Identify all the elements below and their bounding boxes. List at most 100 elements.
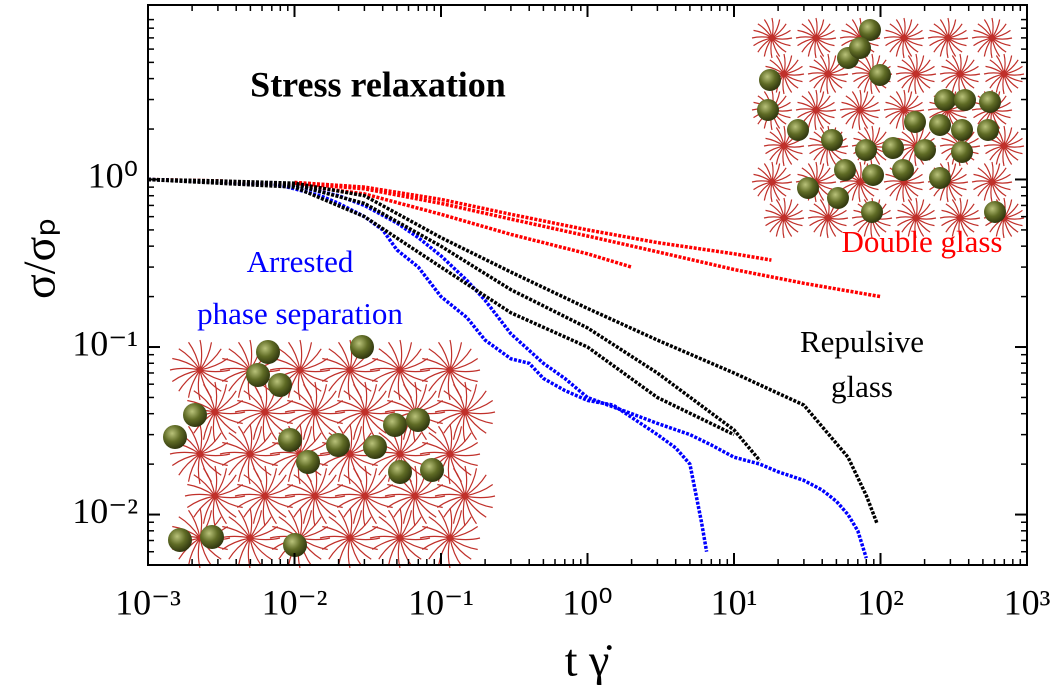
star-polymer bbox=[763, 197, 805, 239]
colloid bbox=[420, 458, 444, 482]
colloid bbox=[954, 89, 976, 111]
star-polymer bbox=[895, 197, 937, 239]
colloid bbox=[383, 413, 407, 437]
star-polymer bbox=[895, 53, 937, 95]
star-polymer bbox=[234, 381, 296, 443]
x-tick-label: 10² bbox=[857, 582, 904, 622]
star-polymer bbox=[751, 17, 793, 59]
y-tick-label: 10⁻¹ bbox=[72, 323, 138, 363]
star-polymer bbox=[284, 465, 346, 527]
illustrations bbox=[163, 17, 1025, 569]
colloid bbox=[296, 450, 320, 474]
relaxation-curve bbox=[147, 177, 735, 437]
star-polymer bbox=[419, 507, 481, 569]
star-polymer bbox=[284, 381, 346, 443]
colloid bbox=[951, 119, 973, 141]
annotation: phase separation bbox=[197, 296, 403, 331]
star-polymer bbox=[939, 53, 981, 95]
x-tick-label: 10⁰ bbox=[562, 582, 612, 622]
colloid bbox=[882, 137, 904, 159]
colloid bbox=[163, 425, 187, 449]
annotation: Stress relaxation bbox=[250, 64, 506, 104]
y-axis-label: σ/σₚ bbox=[14, 217, 65, 299]
colloid bbox=[388, 460, 412, 484]
relaxation-curve bbox=[294, 180, 772, 262]
star-polymer bbox=[334, 465, 396, 527]
colloid bbox=[861, 201, 883, 223]
annotation: glass bbox=[831, 369, 893, 404]
x-tick-label: 10⁻¹ bbox=[408, 582, 474, 622]
colloid bbox=[787, 119, 809, 141]
colloid bbox=[821, 129, 843, 151]
star-polymer bbox=[234, 465, 296, 527]
x-tick-label: 10⁻³ bbox=[115, 582, 181, 622]
star-polymer bbox=[319, 507, 381, 569]
colloid bbox=[363, 435, 387, 459]
star-polymer bbox=[434, 465, 496, 527]
relaxation-curve bbox=[147, 177, 762, 462]
colloid bbox=[869, 64, 891, 86]
star-polymer bbox=[883, 17, 925, 59]
colloid bbox=[256, 340, 280, 364]
colloid bbox=[283, 533, 307, 557]
star-polymer bbox=[927, 17, 969, 59]
star-polymer bbox=[184, 465, 246, 527]
relaxation-curve bbox=[147, 177, 709, 552]
x-tick-label: 10³ bbox=[1004, 582, 1051, 622]
annotation: Double glass bbox=[841, 224, 1002, 259]
colloid bbox=[929, 167, 951, 189]
y-tick-label: 10⁰ bbox=[88, 156, 138, 196]
x-axis-label: t γ̇ bbox=[565, 635, 613, 686]
annotation: Repulsive bbox=[800, 324, 924, 359]
colloid bbox=[183, 403, 207, 427]
colloid bbox=[859, 19, 881, 41]
colloid bbox=[904, 111, 926, 133]
star-polymer bbox=[334, 381, 396, 443]
star-polymer bbox=[795, 89, 837, 131]
colloid bbox=[834, 159, 856, 181]
star-polymer bbox=[983, 125, 1025, 167]
star-polymer bbox=[219, 507, 281, 569]
colloid bbox=[849, 37, 871, 59]
colloid bbox=[278, 428, 302, 452]
colloid bbox=[759, 69, 781, 91]
colloid bbox=[200, 525, 224, 549]
relaxation-curve bbox=[294, 181, 881, 299]
colloid bbox=[862, 164, 884, 186]
colloid bbox=[326, 433, 350, 457]
colloid bbox=[979, 91, 1001, 113]
star-polymer bbox=[971, 161, 1013, 203]
star-polymer bbox=[751, 161, 793, 203]
x-tick-label: 10¹ bbox=[711, 582, 758, 622]
colloid bbox=[934, 89, 956, 111]
annotation: Arrested bbox=[247, 244, 354, 279]
star-polymer bbox=[763, 125, 805, 167]
y-tick-label: 10⁻² bbox=[72, 491, 138, 531]
colloid bbox=[892, 159, 914, 181]
star-polymer bbox=[983, 53, 1025, 95]
star-polymer bbox=[795, 17, 837, 59]
colloid bbox=[984, 201, 1006, 223]
colloid bbox=[406, 408, 430, 432]
colloid bbox=[855, 139, 877, 161]
star-polymer bbox=[807, 197, 849, 239]
star-polymer bbox=[971, 17, 1013, 59]
colloid bbox=[797, 177, 819, 199]
colloid bbox=[827, 187, 849, 209]
star-polymer bbox=[434, 381, 496, 443]
colloid bbox=[951, 141, 973, 163]
colloid bbox=[929, 114, 951, 136]
star-polymer bbox=[939, 197, 981, 239]
star-polymer bbox=[384, 465, 446, 527]
colloid bbox=[350, 335, 374, 359]
star-polymer bbox=[369, 507, 431, 569]
star-polymer bbox=[807, 53, 849, 95]
colloid bbox=[914, 139, 936, 161]
colloid bbox=[977, 119, 999, 141]
star-polymer bbox=[839, 89, 881, 131]
colloid bbox=[246, 363, 270, 387]
colloid bbox=[168, 528, 192, 552]
colloid bbox=[757, 99, 779, 121]
colloid bbox=[268, 373, 292, 397]
